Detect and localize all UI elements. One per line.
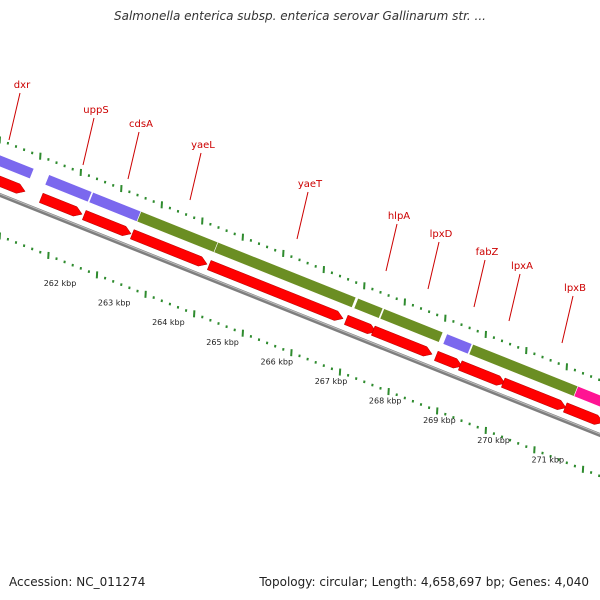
kbp-label: 264 kbp xyxy=(152,318,185,327)
cds-arrow xyxy=(370,325,433,357)
gene-label-lpxB: lpxB xyxy=(564,283,586,294)
kbp-label: 262 kbp xyxy=(44,279,77,288)
gene-label-lpxA: lpxA xyxy=(511,261,533,272)
feature-block xyxy=(44,174,93,203)
feature-block xyxy=(442,333,473,355)
feature-block xyxy=(573,385,600,408)
gene-label-lpxD: lpxD xyxy=(430,229,453,240)
cds-arrow xyxy=(500,377,567,410)
gene-leader-line xyxy=(427,241,440,290)
kbp-label: 268 kbp xyxy=(369,397,402,406)
kbp-label: 266 kbp xyxy=(260,357,293,366)
cds-arrow xyxy=(562,402,600,425)
gene-leader-line xyxy=(82,117,95,166)
cds-arrow xyxy=(0,175,26,194)
cds-arrow xyxy=(457,360,506,386)
cds-arrow xyxy=(206,260,344,321)
genome-summary-label: Topology: circular; Length: 4,658,697 bp… xyxy=(259,575,589,589)
feature-block xyxy=(353,297,384,319)
cds-arrow xyxy=(81,210,132,236)
gene-label-yaeT: yaeT xyxy=(298,179,323,190)
gene-leader-line xyxy=(189,152,202,201)
gene-leader-line xyxy=(508,273,521,322)
gene-label-yaeL: yaeL xyxy=(191,140,215,151)
gene-label-cdsA: cdsA xyxy=(129,119,153,130)
kbp-label: 263 kbp xyxy=(98,299,131,308)
gene-label-uppS: uppS xyxy=(83,105,108,116)
accession-label: Accession: NC_011274 xyxy=(9,575,146,589)
gene-label-dxr: dxr xyxy=(14,80,31,91)
feature-block xyxy=(379,308,444,343)
gene-leader-line xyxy=(127,131,140,180)
cds-arrow xyxy=(38,192,83,217)
gene-labels: dxr uppS cdsA yaeL yaeT hlpA lpxD fabZ lpxA lpxB xyxy=(8,80,586,344)
kbp-label: 269 kbp xyxy=(423,416,456,425)
cds-arrow xyxy=(129,229,208,267)
backbone-line xyxy=(0,192,600,438)
feature-track xyxy=(0,154,600,408)
map-title: Salmonella enterica subsp. enterica sero… xyxy=(114,9,486,23)
cds-track xyxy=(0,175,600,425)
inner-tick-track xyxy=(0,232,600,478)
gene-leader-line xyxy=(8,92,21,141)
backbone xyxy=(0,192,600,438)
kbp-label: 270 kbp xyxy=(477,436,510,445)
gene-label-fabZ: fabZ xyxy=(476,247,499,258)
gene-leader-line xyxy=(473,259,486,308)
backbone-highlight xyxy=(0,193,600,435)
cds-arrow xyxy=(433,350,463,369)
gene-label-hlpA: hlpA xyxy=(388,211,410,222)
feature-block xyxy=(0,154,35,180)
kbp-label: 271 kbp xyxy=(531,455,564,464)
gene-leader-line xyxy=(296,191,309,240)
kbp-label: 265 kbp xyxy=(206,338,239,347)
kbp-labels: 262 kbp 263 kbp 264 kbp 265 kbp 266 kbp 267 k… xyxy=(44,279,564,464)
outer-tick-track xyxy=(0,136,600,382)
gene-leader-line xyxy=(385,223,398,272)
kbp-label: 267 kbp xyxy=(315,377,348,386)
gene-leader-line xyxy=(561,295,574,344)
cds-arrow xyxy=(343,314,377,334)
feature-block xyxy=(213,241,357,309)
